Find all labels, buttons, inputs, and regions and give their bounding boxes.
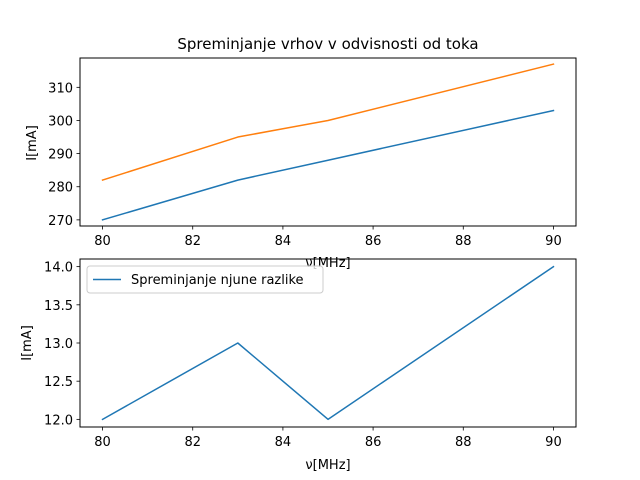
top-series-line-0 [101,109,555,221]
bottom-y-tick-label: 13.0 [44,337,73,352]
bottom-series-line-0 [101,265,555,421]
bottom-x-tick-label: 86 [365,435,382,450]
bottom-series-layer [101,265,555,421]
legend-label: Spreminjanje njune razlike [131,273,304,288]
top-y-axis-label: I[mA] [25,125,40,161]
top-y-tick-label: 310 [48,81,73,96]
bottom-subplot: 80 82 84 86 88 90 12.0 12.5 13.0 13.5 14.0 ν[MHz]… [20,258,577,473]
bottom-y-axis-label: I[mA] [20,325,35,361]
top-y-ticks: 270 280 290 300 310 [48,81,80,229]
top-x-tick-label: 84 [275,234,292,249]
top-x-tick-label: 88 [455,234,472,249]
bottom-x-ticks: 80 82 84 86 88 90 [94,427,562,450]
top-y-tick-label: 270 [48,214,73,229]
bottom-y-tick-label: 12.0 [44,413,73,428]
bottom-y-tick-label: 14.0 [44,261,73,276]
top-series-layer [101,63,555,221]
top-y-tick-label: 290 [48,148,73,163]
top-x-tick-label: 80 [94,234,111,249]
bottom-y-ticks: 12.0 12.5 13.0 13.5 14.0 [44,261,80,428]
bottom-x-tick-label: 82 [184,435,201,450]
bottom-x-tick-label: 88 [455,435,472,450]
top-x-tick-label: 86 [365,234,382,249]
top-x-ticks: 80 82 84 86 88 90 [94,226,562,249]
top-subplot: Spreminjanje vrhov v odvisnosti od toka … [25,35,577,271]
bottom-legend: Spreminjanje njune razlike [86,265,324,294]
top-y-tick-label: 280 [48,181,73,196]
top-chart-title: Spreminjanje vrhov v odvisnosti od toka [177,35,478,53]
bottom-x-axis-label: ν[MHz] [305,458,350,473]
bottom-x-tick-label: 84 [275,435,292,450]
bottom-y-tick-label: 12.5 [44,375,73,390]
top-x-tick-label: 90 [545,234,562,249]
bottom-x-tick-label: 80 [94,435,111,450]
legend-box [86,265,324,294]
top-y-tick-label: 300 [48,114,73,129]
top-x-tick-label: 82 [184,234,201,249]
bottom-plot-frame [79,258,577,428]
top-series-line-1 [101,63,555,182]
bottom-y-tick-label: 13.5 [44,299,73,314]
top-plot-frame [79,57,577,227]
bottom-x-tick-label: 90 [545,435,562,450]
